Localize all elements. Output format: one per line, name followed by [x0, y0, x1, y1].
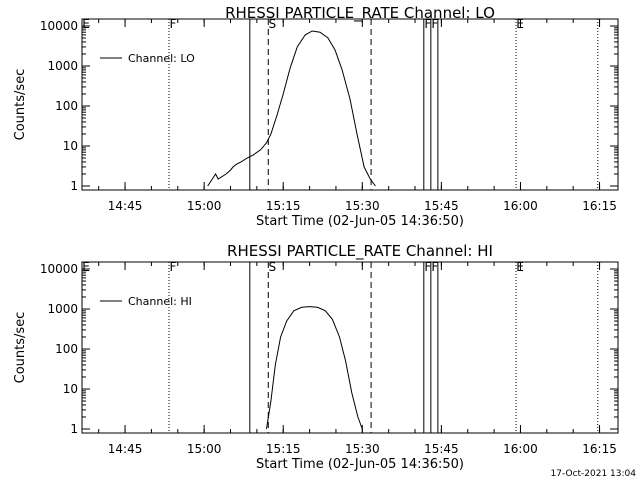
y-tick-label: 100 [55, 342, 78, 356]
event-marker-label: F [170, 260, 177, 274]
x-tick-label: 15:00 [187, 199, 222, 213]
event-marker-label: E [82, 17, 90, 31]
x-tick-label: 14:45 [108, 442, 143, 456]
event-marker-label: S [268, 260, 276, 274]
event-marker-label: F [424, 260, 431, 274]
plot-frame [81, 18, 619, 191]
x-tick-label: 15:15 [266, 199, 301, 213]
event-marker-label: E [516, 260, 524, 274]
event-marker-label: F [170, 17, 177, 31]
y-tick-label: 100 [55, 99, 78, 113]
y-tick-label: 1000 [47, 302, 78, 316]
event-marker-label: E [516, 17, 524, 31]
legend-label: Channel: HI [128, 295, 192, 308]
x-tick-label: 16:00 [503, 442, 538, 456]
y-axis-label: Counts/sec [13, 312, 28, 384]
x-tick-label: 14:45 [108, 199, 143, 213]
x-tick-label: 15:30 [345, 199, 380, 213]
x-tick-label: 16:15 [582, 199, 617, 213]
plot-frame [81, 261, 619, 434]
event-marker-label: S [268, 17, 276, 31]
hi-channel-panel: RHESSI PARTICLE_RATE Channel: HI 1 10 100 10… [13, 242, 619, 472]
event-marker-label: F [431, 17, 438, 31]
x-tick-label: 15:30 [345, 442, 380, 456]
chart-title: RHESSI PARTICLE_RATE Channel: HI [227, 242, 493, 261]
x-tick-label: 15:45 [424, 199, 459, 213]
y-tick-label: 1000 [47, 59, 78, 73]
chart-title: RHESSI PARTICLE_RATE Channel: LO [225, 4, 495, 23]
timestamp: 17-Oct-2021 13:04 [551, 469, 637, 479]
x-tick-label: 16:15 [582, 442, 617, 456]
x-tick-label: 15:00 [187, 442, 222, 456]
y-tick-label: 10 [63, 139, 78, 153]
data-series-line [266, 306, 363, 430]
legend-label: Channel: LO [128, 52, 195, 65]
lo-channel-panel: RHESSI PARTICLE_RATE Channel: LO 1 10 100 10… [13, 4, 619, 229]
y-tick-label: 1 [70, 179, 78, 193]
event-marker-label: F [431, 260, 438, 274]
x-tick-label: 15:15 [266, 442, 301, 456]
x-tick-label: 16:00 [503, 199, 538, 213]
y-tick-label: 1 [70, 422, 78, 436]
event-marker-label: E [82, 260, 90, 274]
event-marker-label: F [424, 17, 431, 31]
x-axis-label: Start Time (02-Jun-05 14:36:50) [256, 457, 464, 472]
data-series-line [207, 30, 376, 187]
y-tick-label: 10000 [40, 262, 78, 276]
x-tick-label: 15:45 [424, 442, 459, 456]
y-tick-label: 10 [63, 382, 78, 396]
y-tick-label: 10000 [40, 19, 78, 33]
y-axis-label: Counts/sec [13, 69, 28, 141]
x-axis-label: Start Time (02-Jun-05 14:36:50) [256, 214, 464, 229]
